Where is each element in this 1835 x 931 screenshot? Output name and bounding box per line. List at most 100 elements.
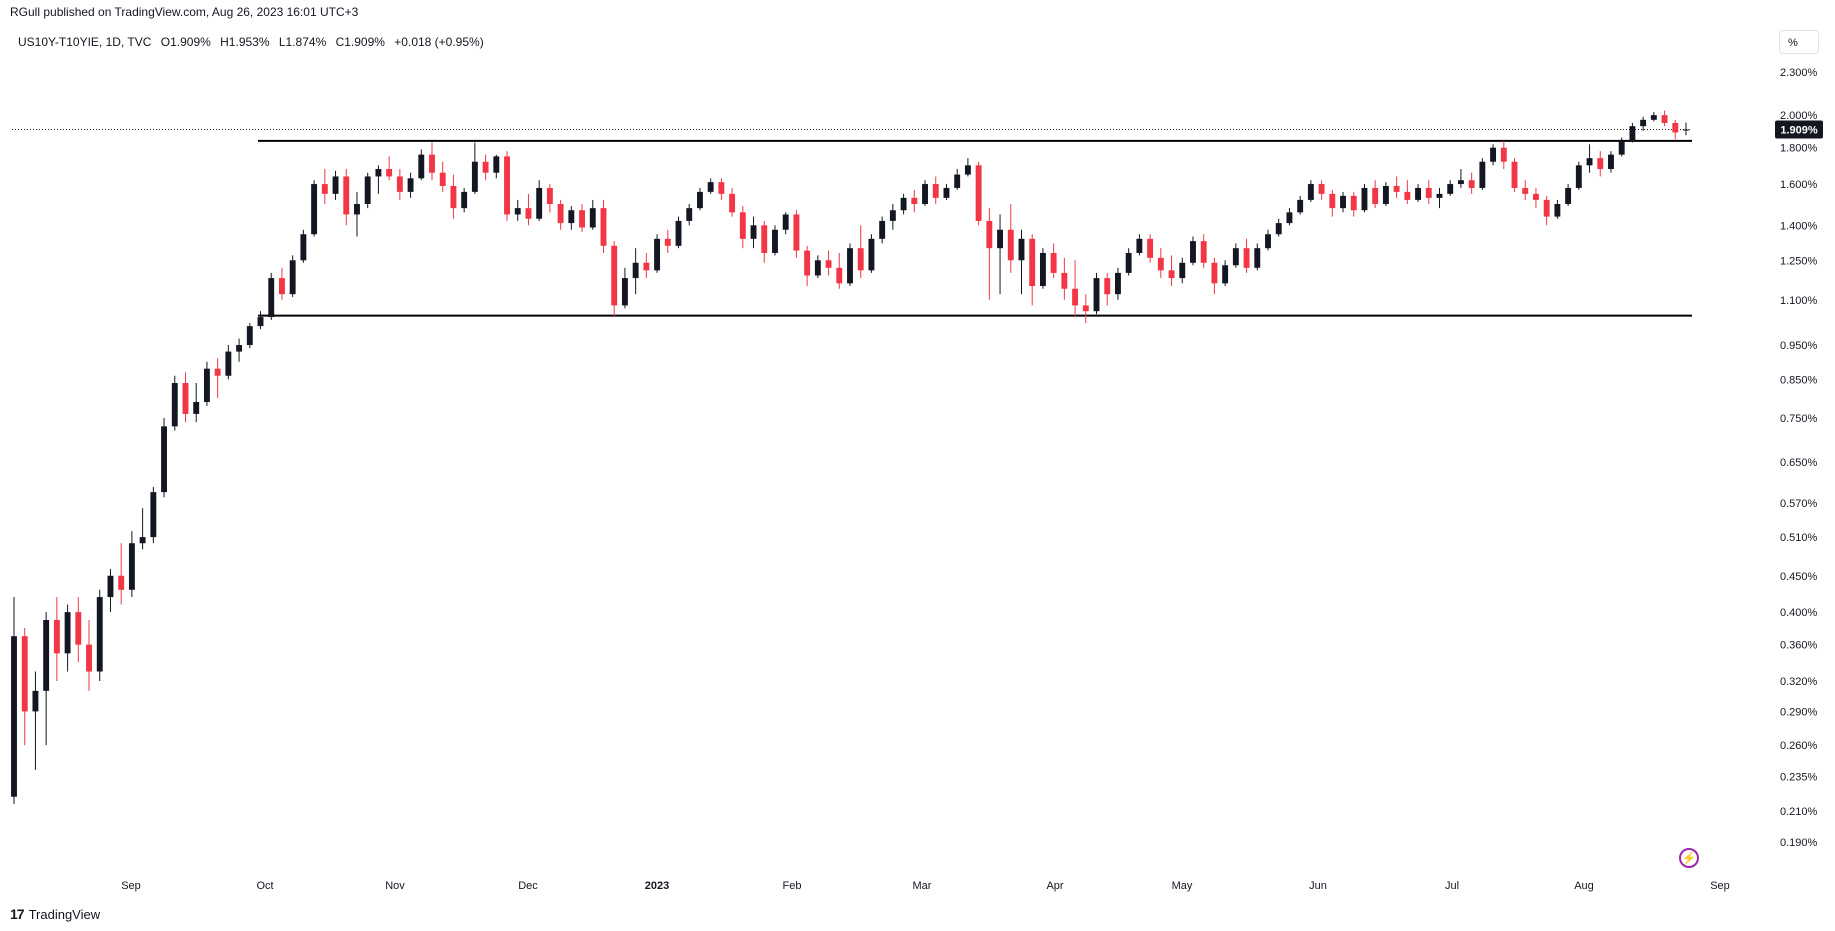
candle [182, 372, 189, 423]
candle [632, 248, 639, 295]
candle-body [332, 176, 339, 194]
candle [300, 229, 307, 263]
candle-body [804, 250, 811, 276]
candle-body [761, 225, 768, 253]
candle [1415, 184, 1421, 202]
candle [1533, 187, 1539, 209]
symbol-name[interactable]: US10Y-T10YIE, 1D, TVC [18, 35, 152, 49]
candle-body [1050, 252, 1057, 273]
candle [621, 267, 628, 309]
candle-body [214, 368, 221, 376]
candle-body [718, 182, 725, 194]
candle [643, 252, 650, 279]
candle-body [1222, 265, 1229, 284]
candle-body [1436, 193, 1443, 198]
candle-body [964, 165, 971, 175]
candle-body [418, 154, 425, 179]
candle [1672, 119, 1679, 140]
candle-body [589, 208, 596, 228]
candle-body [1533, 193, 1539, 200]
y-tick-label: 0.750% [1780, 413, 1818, 425]
candle [868, 234, 875, 273]
candle-body [1147, 238, 1154, 258]
candle [1211, 257, 1218, 295]
candle [654, 234, 661, 273]
candle-body [868, 238, 875, 271]
candle [1329, 189, 1336, 217]
candle-body [1479, 161, 1486, 188]
candle-body [375, 168, 382, 177]
candle [225, 345, 232, 380]
candle-body [514, 208, 521, 215]
candle-body [439, 172, 446, 186]
candle [1661, 110, 1668, 127]
candle [418, 149, 425, 181]
candle [1457, 168, 1464, 188]
candle [1157, 248, 1164, 279]
candle-body [1361, 187, 1368, 211]
candle [1061, 257, 1068, 300]
candle [1029, 234, 1036, 306]
candle [1586, 144, 1593, 173]
lightning-icon[interactable]: ⚡ [1679, 848, 1699, 868]
candle [1650, 112, 1657, 122]
candle [354, 191, 360, 237]
candle-body [1404, 191, 1411, 200]
candle-body [1329, 193, 1336, 209]
candle-body [1275, 223, 1282, 235]
candle-body [900, 197, 907, 211]
candle [343, 168, 350, 226]
x-tick-label: Sep [121, 880, 141, 892]
candle-body [300, 234, 307, 261]
candle [1104, 272, 1111, 306]
candle [1382, 182, 1389, 207]
candle-body [525, 208, 532, 219]
candle-body [1265, 234, 1271, 249]
candle [739, 206, 746, 249]
candle [1565, 184, 1572, 207]
candle [772, 225, 778, 256]
candle-body [203, 368, 210, 402]
candle-body [654, 238, 661, 271]
candle-body [739, 212, 746, 239]
candle [1340, 191, 1346, 213]
candle [1372, 180, 1379, 209]
y-tick-label: 0.360% [1780, 640, 1818, 652]
x-tick-label: Oct [256, 880, 273, 892]
candle-body [364, 176, 371, 204]
candle [664, 229, 671, 253]
candle [954, 168, 961, 190]
candle-body [354, 203, 360, 215]
candle-body [1307, 184, 1314, 200]
candle-body [1468, 180, 1475, 188]
candle-body [343, 176, 350, 215]
candle-body [782, 214, 789, 230]
candle [64, 604, 71, 672]
x-tick-label: 2023 [645, 880, 669, 892]
logo-text: TradingView [28, 906, 101, 922]
candle-body [161, 426, 167, 493]
candle-body [1340, 195, 1346, 209]
candle [236, 338, 243, 362]
candle-body [857, 248, 864, 271]
candle-body [847, 248, 853, 284]
candle-body [1018, 238, 1025, 261]
candle [429, 142, 435, 181]
tradingview-logo[interactable]: 17 TradingView [10, 906, 100, 922]
y-tick-label: 1.250% [1780, 255, 1818, 267]
candle-body [975, 165, 982, 221]
y-tick-label: 0.235% [1780, 771, 1818, 783]
candle-body [1447, 184, 1454, 194]
candle-body [1661, 115, 1668, 123]
candle-body [1254, 248, 1261, 268]
candle [1393, 176, 1400, 198]
candle-body [128, 543, 135, 590]
percent-scale-button[interactable]: % [1779, 30, 1819, 54]
horizontal-lines [12, 129, 1692, 317]
x-tick-label: May [1172, 880, 1193, 892]
candle-body [1640, 119, 1647, 127]
candle [1640, 116, 1647, 131]
candle [847, 243, 853, 287]
candle [782, 212, 789, 235]
